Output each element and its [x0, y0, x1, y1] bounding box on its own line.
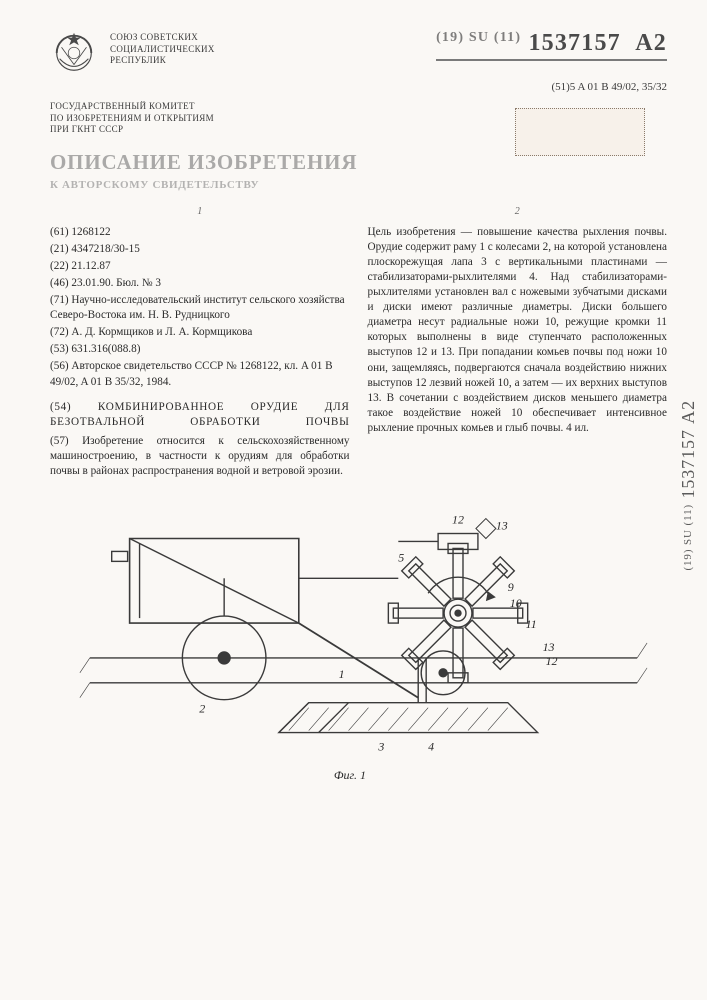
doc-number: 1537157: [528, 30, 620, 56]
field-61: (61) 1268122: [50, 225, 350, 240]
doc-suffix: A2: [635, 30, 667, 56]
fig-label-4: 4: [428, 740, 434, 754]
document-title: ОПИСАНИЕ ИЗОБРЕТЕНИЯ: [50, 150, 667, 175]
header-row: СОЮЗ СОВЕТСКИХ СОЦИАЛИСТИЧЕСКИХ РЕСПУБЛИ…: [50, 28, 667, 93]
fig-label-3: 3: [377, 740, 384, 754]
figure-1: 1 2 3 4 5 9 10 11 12 13 12 13 Фиг. 1: [50, 493, 667, 783]
fig-label-12: 12: [452, 513, 464, 527]
fig-label-10: 10: [510, 596, 522, 610]
figure-caption: Фиг. 1: [334, 768, 366, 783]
fig-label-11: 11: [526, 617, 537, 631]
ipc-classification: (51)5 A 01 B 49/02, 35/32: [436, 81, 667, 93]
field-22: (22) 21.12.87: [50, 259, 350, 274]
fig-label-5: 5: [398, 551, 404, 565]
fig-label-2: 2: [199, 702, 205, 716]
side-doc-number: (19) SU (11) 1537157 A2: [678, 400, 699, 571]
document-subtitle: К АВТОРСКОМУ СВИДЕТЕЛЬСТВУ: [50, 179, 667, 191]
doc-number-block: (19) SU (11) 1537157 A2 (51)5 A 01 B 49/…: [436, 28, 667, 93]
abstract-left: (57) Изобретение относится к сельскохозя…: [50, 434, 350, 479]
field-21: (21) 4347218/30-15: [50, 242, 350, 257]
side-suffix: A2: [678, 400, 698, 424]
col-right-label: 2: [368, 205, 668, 219]
side-prefix: (19) SU (11): [682, 504, 694, 571]
fig-label-1: 1: [339, 667, 345, 681]
stamp-placeholder: [515, 108, 645, 156]
fig-label-9: 9: [508, 580, 514, 594]
field-53: (53) 631.316(088.8): [50, 342, 350, 357]
abstract-right: Цель изобретения — повышение качества ры…: [368, 225, 668, 437]
fig-label-12b: 12: [546, 654, 558, 668]
bibliographic-data: (61) 1268122 (21) 4347218/30-15 (22) 21.…: [50, 225, 350, 390]
doc-prefix: (19) SU (11): [436, 30, 521, 45]
invention-title: (54) КОМБИНИРОВАННОЕ ОРУДИЕ ДЛЯ БЕЗОТВАЛ…: [50, 400, 350, 430]
field-46: (46) 23.01.90. Бюл. № 3: [50, 276, 350, 291]
fig-label-13: 13: [496, 519, 508, 533]
field-71: (71) Научно-исследовательский институт с…: [50, 293, 350, 323]
side-number-value: 1537157: [678, 429, 698, 498]
union-text: СОЮЗ СОВЕТСКИХ СОЦИАЛИСТИЧЕСКИХ РЕСПУБЛИ…: [110, 28, 215, 67]
ussr-emblem-icon: [50, 28, 98, 76]
fig-label-13b: 13: [543, 640, 555, 654]
field-72: (72) А. Д. Кормщиков и Л. А. Кормщикова: [50, 325, 350, 340]
col-left-label: 1: [50, 205, 350, 219]
two-column-body: 1 (61) 1268122 (21) 4347218/30-15 (22) 2…: [50, 205, 667, 479]
field-56: (56) Авторское свидетельство СССР № 1268…: [50, 359, 350, 389]
